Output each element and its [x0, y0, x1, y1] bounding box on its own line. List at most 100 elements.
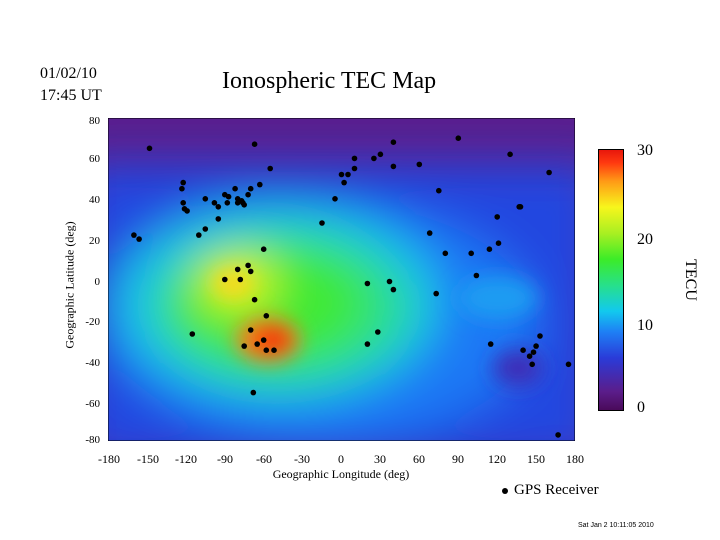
gps-receiver-point [241, 202, 247, 208]
y-tick-label: 40 [89, 194, 100, 206]
gps-receiver-point [468, 250, 475, 257]
gps-receiver-point [180, 200, 186, 206]
date-label: 01/02/10 [40, 65, 97, 82]
gps-receiver-point [260, 246, 267, 252]
gps-receiver-point [473, 272, 480, 279]
gps-receiver-point [426, 230, 433, 236]
x-tick-label: 180 [566, 452, 584, 466]
gps-receiver-point [341, 179, 347, 186]
y-tick-label: -80 [85, 434, 100, 446]
gps-receiver-point [237, 276, 244, 283]
colorbar-tick-label: 20 [637, 231, 653, 248]
colorbar-tick-label: 0 [637, 399, 645, 416]
gps-receiver-point [442, 250, 449, 257]
gps-receiver-point [202, 226, 209, 232]
y-tick-label: 20 [89, 235, 100, 247]
colorbar-tick-label: 30 [637, 142, 653, 159]
x-tick-label: -60 [256, 452, 272, 466]
gps-receiver-point [245, 262, 251, 269]
gps-receiver-point [232, 185, 238, 192]
y-tick-label: 80 [89, 115, 100, 127]
colorbar-tick-label: 10 [637, 317, 653, 334]
tec-heatmap [108, 118, 575, 441]
gps-receiver-point [234, 266, 241, 273]
gps-receiver-point [386, 278, 393, 285]
gps-receiver-point [565, 361, 572, 368]
gps-receiver-point [546, 169, 552, 176]
gps-receiver-point [251, 296, 258, 303]
gps-receiver-point [390, 286, 397, 293]
x-tick-label: 60 [413, 452, 425, 466]
gps-receiver-point [146, 145, 153, 152]
gps-receiver-point [224, 200, 231, 206]
gps-receiver-marker-icon [502, 487, 508, 494]
gps-receiver-point [517, 204, 524, 210]
gps-receiver-point [180, 179, 186, 186]
gps-receiver-point [507, 151, 513, 158]
gps-receiver-point [319, 220, 325, 226]
gps-receiver-point [251, 141, 258, 147]
gps-receiver-point [245, 191, 251, 198]
legend-label: GPS Receiver [514, 482, 599, 498]
gps-receiver-point [364, 280, 371, 287]
gps-receiver-point [263, 347, 270, 353]
gps-receiver-point [196, 232, 202, 238]
y-tick-label: -20 [85, 316, 100, 328]
gps-receiver-point [338, 171, 345, 178]
gps-receiver-point [222, 276, 228, 283]
x-tick-label: 90 [452, 452, 464, 466]
gps-receiver-point [257, 181, 263, 188]
gps-receiver-point [433, 290, 440, 297]
gps-receiver-point [179, 185, 185, 192]
gps-receiver-point [377, 151, 384, 158]
gps-receiver-point [390, 139, 397, 145]
gps-receiver-point [555, 432, 561, 438]
gps-receiver-point [250, 389, 257, 396]
legend: GPS Receiver [502, 482, 599, 499]
x-tick-label: -120 [175, 452, 197, 466]
gps-receiver-point [215, 204, 222, 210]
gps-receiver-point [247, 327, 254, 333]
colorbar [598, 149, 624, 411]
gps-receiver-point [533, 343, 539, 349]
gps-receiver-point [136, 236, 142, 242]
x-tick-label: -30 [294, 452, 310, 466]
x-tick-label: -150 [137, 452, 159, 466]
gps-receiver-point [495, 240, 502, 246]
gps-receiver-point [416, 161, 423, 168]
colorbar-label: TECU [682, 259, 699, 301]
x-axis-label: Geographic Longitude (deg) [272, 467, 410, 481]
gps-receiver-point [364, 341, 371, 347]
gps-receiver-point [247, 185, 254, 192]
gps-receiver-point [247, 268, 254, 275]
gps-receiver-point [487, 341, 494, 347]
gps-receiver-point [345, 171, 351, 178]
gps-receiver-point [455, 135, 462, 141]
gps-receiver-point [215, 216, 222, 222]
gps-receiver-point [390, 163, 397, 170]
y-axis-label: Geographic Latitude (deg) [62, 221, 77, 349]
gps-receiver-point [332, 196, 338, 202]
gps-receiver-point [537, 333, 543, 339]
gps-receiver-point [375, 329, 381, 335]
gps-receiver-point [351, 165, 358, 172]
gps-receiver-point [520, 347, 526, 353]
gps-receiver-point [241, 343, 247, 349]
gps-receiver-point [184, 208, 190, 214]
gps-receiver-point [271, 347, 277, 353]
x-tick-label: 120 [488, 452, 506, 466]
gps-receiver-point [131, 232, 137, 238]
y-tick-label: 60 [89, 153, 100, 165]
x-tick-label: -180 [98, 452, 120, 466]
gps-receiver-point [351, 155, 358, 162]
chart-title: Ionospheric TEC Map [222, 68, 437, 94]
gps-receiver-point [530, 349, 537, 355]
gps-receiver-point [225, 193, 232, 200]
gps-receiver-point [211, 200, 218, 206]
gps-receiver-point [436, 187, 442, 194]
gps-receiver-point [254, 341, 260, 347]
gps-receiver-point [526, 353, 533, 359]
x-tick-label: 150 [527, 452, 545, 466]
gps-receiver-point [267, 165, 273, 172]
time-label: 17:45 UT [40, 87, 102, 104]
